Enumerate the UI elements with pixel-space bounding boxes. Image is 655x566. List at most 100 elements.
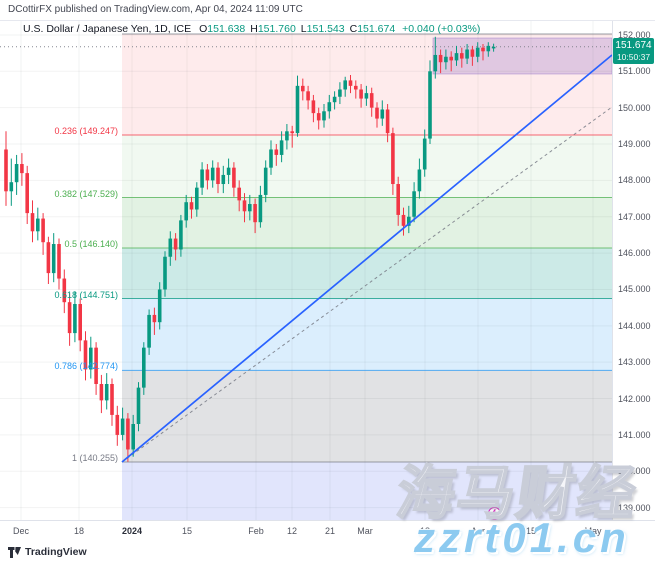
price-axis[interactable]: 152.000 151.000 150.000 149.000 148.000 147.0… bbox=[612, 20, 655, 540]
candle[interactable] bbox=[274, 149, 279, 155]
purple-rectangle-drawing[interactable] bbox=[432, 37, 613, 75]
candle[interactable] bbox=[449, 56, 453, 61]
candle[interactable] bbox=[242, 200, 247, 212]
candle[interactable] bbox=[195, 187, 199, 210]
candle[interactable] bbox=[486, 45, 491, 52]
candle[interactable] bbox=[306, 91, 310, 101]
candle[interactable] bbox=[417, 169, 422, 192]
candle[interactable] bbox=[316, 113, 321, 121]
candle[interactable] bbox=[221, 174, 226, 185]
candle[interactable] bbox=[173, 238, 178, 250]
symbol-bar[interactable]: U.S. Dollar / Japanese Yen, 1D, ICE O151… bbox=[23, 23, 480, 35]
candle[interactable] bbox=[73, 304, 77, 334]
candle[interactable] bbox=[179, 220, 183, 250]
candle[interactable] bbox=[422, 138, 427, 170]
candle[interactable] bbox=[258, 194, 263, 223]
candle[interactable] bbox=[481, 47, 485, 52]
candle[interactable] bbox=[279, 140, 284, 155]
candle[interactable] bbox=[263, 167, 268, 195]
economic-event-marker[interactable] bbox=[488, 507, 501, 520]
candle[interactable] bbox=[152, 314, 157, 323]
candle[interactable] bbox=[460, 53, 464, 59]
candle[interactable] bbox=[322, 111, 326, 121]
candle[interactable] bbox=[94, 347, 98, 385]
candle[interactable] bbox=[433, 54, 438, 72]
candle[interactable] bbox=[147, 314, 151, 348]
candle[interactable] bbox=[401, 214, 406, 226]
candle[interactable] bbox=[57, 244, 61, 279]
candle[interactable] bbox=[20, 164, 24, 174]
candle[interactable] bbox=[248, 204, 252, 212]
candle[interactable] bbox=[205, 169, 210, 181]
candle[interactable] bbox=[36, 218, 40, 232]
candle[interactable] bbox=[375, 107, 379, 119]
candle[interactable] bbox=[475, 47, 480, 57]
candle[interactable] bbox=[83, 340, 88, 370]
candle[interactable] bbox=[237, 187, 241, 201]
candle[interactable] bbox=[104, 384, 109, 401]
candle[interactable] bbox=[338, 89, 342, 97]
candle[interactable] bbox=[126, 418, 130, 450]
candle[interactable] bbox=[428, 71, 432, 139]
candle[interactable] bbox=[78, 304, 82, 341]
candle[interactable] bbox=[115, 414, 120, 435]
time-axis[interactable]: Dec 18 2024 15 Feb 12 21 Mar 18 Apr 15 May bbox=[0, 520, 655, 543]
candle[interactable] bbox=[9, 182, 14, 192]
candle[interactable] bbox=[285, 131, 289, 141]
candle[interactable] bbox=[189, 202, 194, 210]
candle[interactable] bbox=[210, 167, 215, 181]
candle[interactable] bbox=[301, 85, 305, 92]
candle[interactable] bbox=[364, 93, 369, 99]
candle[interactable] bbox=[41, 218, 45, 243]
candle[interactable] bbox=[332, 96, 337, 103]
candle[interactable] bbox=[311, 100, 316, 114]
candle[interactable] bbox=[396, 184, 400, 215]
candle[interactable] bbox=[157, 289, 162, 323]
candle[interactable] bbox=[380, 109, 385, 119]
candle[interactable] bbox=[391, 133, 395, 185]
candle[interactable] bbox=[163, 256, 167, 290]
candle[interactable] bbox=[491, 46, 496, 49]
candle[interactable] bbox=[46, 242, 51, 274]
candle[interactable] bbox=[67, 302, 72, 334]
candle[interactable] bbox=[200, 169, 204, 188]
candle[interactable] bbox=[348, 80, 353, 86]
tradingview-attribution[interactable]: TradingView bbox=[8, 546, 87, 558]
candle[interactable] bbox=[99, 384, 104, 401]
candle[interactable] bbox=[359, 89, 363, 99]
candle[interactable] bbox=[120, 418, 125, 435]
candle[interactable] bbox=[232, 167, 236, 188]
candle[interactable] bbox=[4, 149, 8, 192]
candle[interactable] bbox=[142, 347, 146, 388]
candle[interactable] bbox=[290, 131, 294, 134]
candle[interactable] bbox=[25, 173, 29, 214]
candle[interactable] bbox=[253, 204, 257, 223]
candle[interactable] bbox=[131, 423, 135, 450]
candle[interactable] bbox=[343, 80, 347, 90]
candle[interactable] bbox=[184, 202, 188, 221]
candle[interactable] bbox=[354, 85, 358, 90]
candle[interactable] bbox=[444, 56, 448, 63]
candle[interactable] bbox=[168, 238, 173, 257]
blue-trendline[interactable] bbox=[121, 54, 613, 463]
candle[interactable] bbox=[14, 164, 19, 183]
candle[interactable] bbox=[454, 53, 459, 61]
candle[interactable] bbox=[465, 49, 469, 59]
candle[interactable] bbox=[226, 167, 231, 175]
candle[interactable] bbox=[412, 191, 416, 217]
candle[interactable] bbox=[110, 384, 114, 415]
candle[interactable] bbox=[89, 347, 93, 370]
candle[interactable] bbox=[62, 278, 67, 303]
candle[interactable] bbox=[385, 109, 390, 134]
candle[interactable] bbox=[136, 387, 141, 424]
candle[interactable] bbox=[470, 49, 475, 57]
dashed-trendline[interactable] bbox=[121, 106, 613, 463]
candle[interactable] bbox=[51, 244, 56, 274]
candle[interactable] bbox=[327, 102, 332, 112]
candle[interactable] bbox=[407, 216, 411, 226]
candle[interactable] bbox=[438, 54, 443, 63]
candle[interactable] bbox=[216, 167, 220, 185]
candle[interactable] bbox=[295, 85, 300, 134]
candle[interactable] bbox=[30, 213, 35, 232]
